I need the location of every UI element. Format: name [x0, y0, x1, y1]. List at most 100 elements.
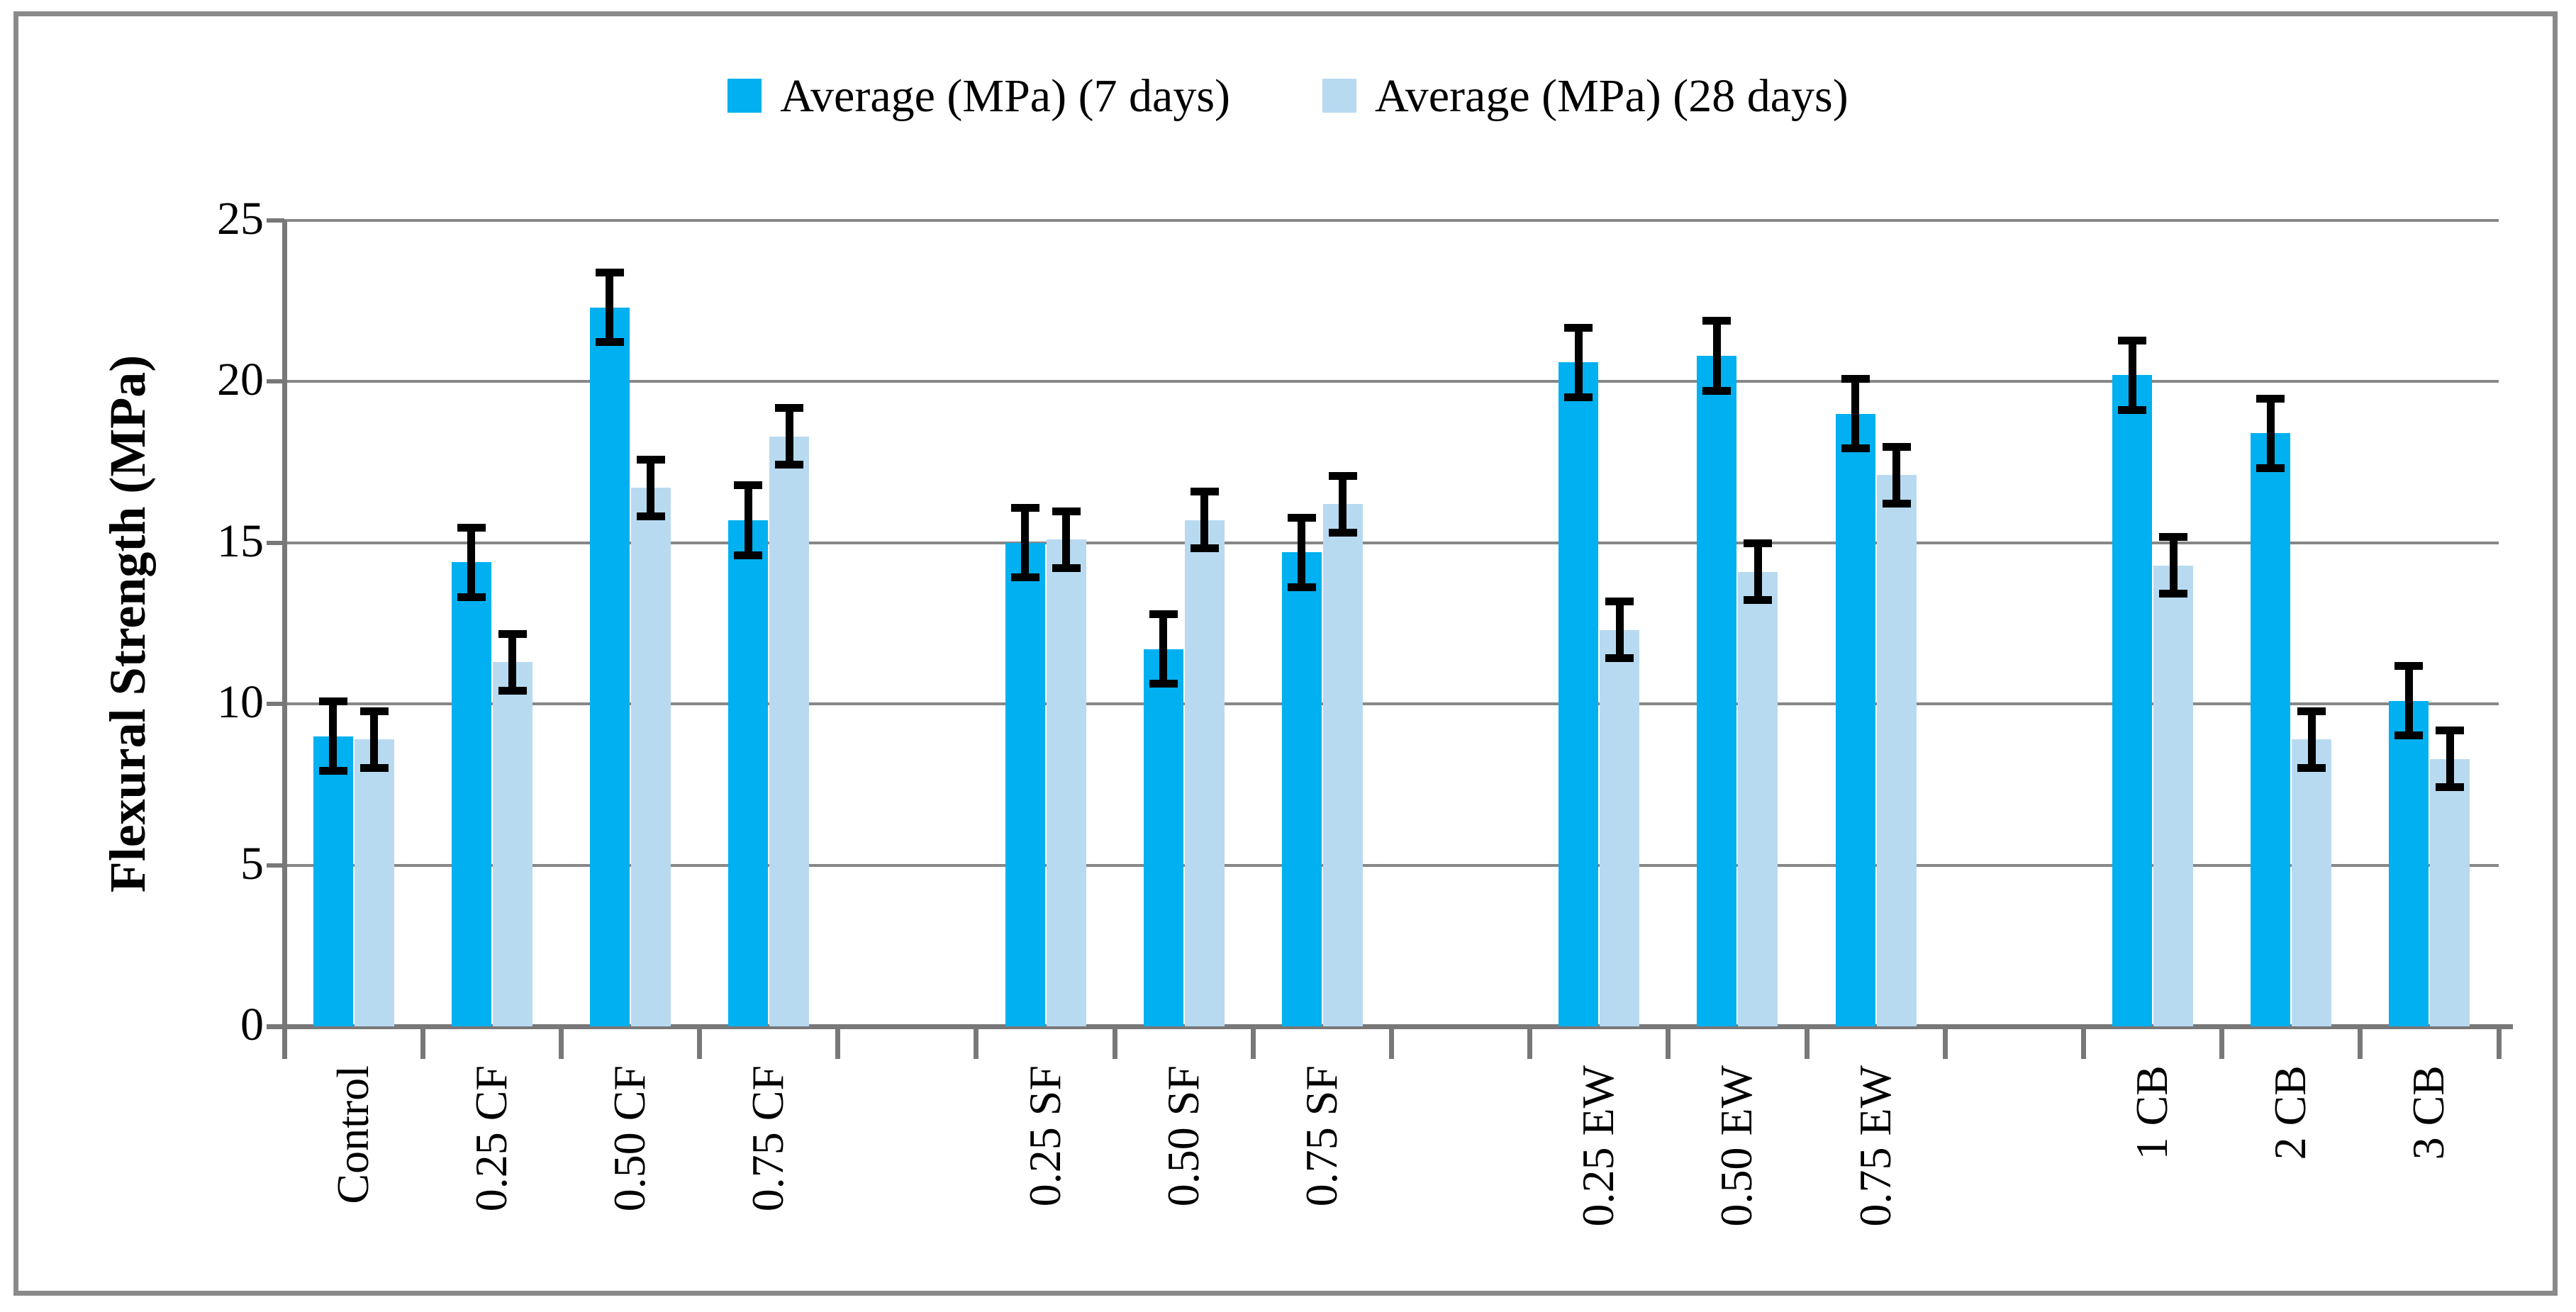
error-bar	[2405, 662, 2413, 739]
error-bar-cap-top	[1191, 488, 1219, 495]
error-bar-cap-top	[1702, 317, 1731, 325]
x-tick	[697, 1026, 702, 1059]
error-bar	[370, 707, 378, 772]
error-bar	[1713, 317, 1721, 394]
legend-swatch-28days	[1322, 79, 1356, 113]
error-bar-cap-top	[2394, 662, 2423, 670]
error-bar-cap-top	[1329, 472, 1357, 480]
error-bar-cap-bottom	[775, 461, 803, 469]
x-tick	[1113, 1026, 1117, 1059]
error-bar-cap-bottom	[596, 338, 624, 346]
x-tick	[1527, 1026, 1532, 1059]
x-tick	[559, 1026, 564, 1059]
error-bar-cap-bottom	[1149, 680, 1178, 688]
bar-0-50-sf-7days	[1144, 649, 1183, 1026]
x-label-0-25-ew: 0.25 EW	[1573, 1065, 1623, 1227]
error-bar	[1200, 488, 1208, 552]
gridline-10	[284, 702, 2499, 706]
error-bar-cap-top	[2118, 337, 2146, 344]
y-tick-label-5: 5	[240, 837, 264, 890]
error-bar-cap-bottom	[637, 512, 665, 520]
error-bar-cap-top	[2159, 533, 2187, 541]
x-tick	[974, 1026, 978, 1059]
bar-1-cb-7days	[2112, 375, 2152, 1026]
x-tick	[1943, 1026, 1948, 1059]
y-axis-line	[282, 220, 287, 1059]
error-bar-cap-top	[360, 707, 389, 715]
error-bar	[2129, 337, 2136, 414]
error-bar-cap-bottom	[2394, 731, 2423, 739]
bar-0-50-cf-28days	[631, 488, 671, 1026]
error-bar-cap-top	[1011, 504, 1039, 512]
x-tick	[282, 1026, 287, 1059]
error-bar	[2308, 707, 2316, 772]
legend-item-7days: Average (MPa) (7 days)	[727, 73, 1230, 120]
error-bar-cap-top	[2256, 395, 2285, 403]
bar-0-75-cf-7days	[728, 520, 768, 1026]
error-bar-cap-bottom	[1011, 573, 1039, 581]
bar-0-25-ew-28days	[1600, 630, 1639, 1026]
x-label-0-50-sf: 0.50 SF	[1158, 1065, 1208, 1207]
error-bar-cap-bottom	[1605, 654, 1634, 662]
error-bar-cap-top	[596, 269, 624, 276]
x-label-0-75-cf: 0.75 CF	[742, 1065, 793, 1212]
error-bar-cap-bottom	[1744, 596, 1772, 604]
error-bar-cap-top	[319, 697, 347, 705]
error-bar-cap-top	[1605, 598, 1634, 605]
error-bar-cap-bottom	[734, 551, 762, 559]
error-bar-cap-bottom	[457, 593, 486, 601]
x-label-0-25-sf: 0.25 SF	[1020, 1065, 1070, 1207]
error-bar-cap-bottom	[498, 687, 527, 695]
error-bar	[647, 456, 654, 520]
error-bar-cap-top	[498, 630, 527, 638]
bar-0-25-cf-28days	[493, 662, 533, 1026]
error-bar-cap-bottom	[2436, 783, 2464, 791]
error-bar-cap-top	[1288, 514, 1316, 522]
gridline-5	[284, 863, 2499, 867]
bar-0-50-sf-28days	[1185, 520, 1225, 1026]
y-tick-5	[267, 863, 284, 868]
error-bar	[2267, 395, 2275, 472]
error-bar-cap-bottom	[2159, 590, 2187, 598]
y-tick-label-10: 10	[217, 676, 264, 729]
error-bar-cap-top	[1841, 375, 1870, 383]
error-bar	[2170, 533, 2178, 598]
error-bar	[2446, 727, 2454, 791]
legend-item-28days: Average (MPa) (28 days)	[1322, 73, 1849, 120]
error-bar	[1339, 472, 1346, 537]
bar-0-25-sf-28days	[1047, 539, 1086, 1026]
error-bar-cap-bottom	[1702, 387, 1731, 395]
bar-0-75-ew-28days	[1877, 475, 1917, 1026]
gridline-20	[284, 380, 2499, 383]
error-bar-cap-top	[637, 456, 665, 464]
x-label-3-cb: 3 CB	[2403, 1065, 2453, 1160]
gridline-25	[284, 219, 2499, 222]
error-bar-cap-bottom	[1329, 529, 1357, 537]
y-tick-label-25: 25	[217, 193, 264, 245]
x-label-0-50-cf: 0.50 CF	[604, 1065, 654, 1212]
legend: Average (MPa) (7 days) Average (MPa) (28…	[0, 73, 2576, 120]
error-bar	[467, 524, 475, 601]
y-tick-label-20: 20	[217, 354, 264, 406]
bar-0-50-cf-7days	[590, 308, 630, 1026]
error-bar-cap-top	[1744, 539, 1772, 547]
x-label-0-75-ew: 0.75 EW	[1850, 1065, 1900, 1227]
error-bar-cap-top	[734, 481, 762, 489]
x-label-2-cb: 2 CB	[2265, 1065, 2315, 1160]
x-tick	[1251, 1026, 1256, 1059]
bar-0-75-sf-7days	[1282, 552, 1322, 1026]
x-label-0-50-ew: 0.50 EW	[1711, 1065, 1761, 1227]
x-tick	[2081, 1026, 2086, 1059]
error-bar	[508, 630, 516, 695]
x-label-0-75-sf: 0.75 SF	[1296, 1065, 1346, 1207]
error-bar-cap-bottom	[1288, 583, 1316, 591]
y-tick-label-0: 0	[240, 999, 264, 1050]
error-bar-cap-bottom	[2297, 764, 2326, 772]
error-bar	[1892, 443, 1900, 508]
error-bar	[1616, 598, 1624, 662]
x-tick	[1666, 1026, 1671, 1059]
error-bar	[329, 697, 337, 775]
error-bar	[1851, 375, 1859, 452]
bar-2-cb-7days	[2251, 433, 2290, 1026]
